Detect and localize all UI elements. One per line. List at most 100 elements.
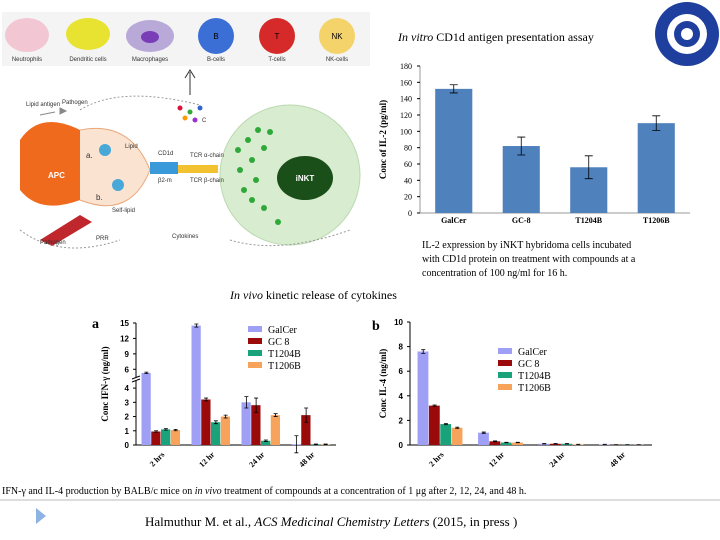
y-axis-label: Conc IFN-γ (ng/ml)	[100, 346, 110, 421]
y-tick-label: 8	[399, 343, 404, 352]
error-bar	[517, 136, 526, 156]
dashed-path	[19, 229, 351, 249]
cytokine-dots	[177, 105, 203, 123]
x-tick-label: 2 hrs	[148, 450, 166, 468]
axis-break	[131, 375, 141, 383]
error-bar	[449, 84, 458, 94]
apc-membrane	[79, 127, 151, 207]
error-bar	[432, 404, 437, 407]
citation-part: ACS Medicinal Chemistry Letters	[253, 514, 429, 529]
error-bar	[481, 431, 486, 434]
diagram-label: Self-lipid	[112, 208, 135, 214]
bullet	[36, 508, 46, 524]
bar	[417, 351, 429, 445]
y-tick-label: 4	[399, 392, 404, 401]
error-bar	[493, 440, 498, 443]
caption-part: treatment of compounds at a concentratio…	[222, 486, 527, 497]
bar	[301, 415, 311, 445]
y-tick-label: 160	[400, 78, 412, 87]
legend-swatch	[248, 350, 262, 356]
x-tick-label: 48 hr	[608, 450, 627, 469]
nk-cell	[319, 18, 355, 54]
y-tick-label: 2	[125, 413, 130, 422]
citation-part: (2015, in press )	[430, 514, 518, 529]
y-tick-label: 10	[394, 318, 403, 327]
y-tick-label: 15	[120, 319, 129, 328]
bar	[220, 416, 230, 445]
diagram-label: TCR β-chain	[190, 178, 224, 184]
legend-label: T1204B	[518, 371, 551, 382]
immune-diagram: Neutrophils Dendritic cells Macrophages …	[2, 12, 370, 249]
x-tick-label: GC-8	[512, 216, 531, 225]
legend-swatch	[248, 338, 262, 344]
prr	[40, 215, 92, 246]
bar	[270, 415, 280, 445]
legend-label: T1206B	[268, 361, 301, 372]
cell-letter: B	[213, 32, 218, 41]
bar	[261, 440, 271, 445]
error-bar	[652, 115, 661, 131]
panel-label: a	[92, 317, 99, 332]
diagram-label: Lipid antigen	[26, 102, 60, 108]
cell-label: T-cells	[268, 57, 285, 63]
error-bar	[154, 430, 159, 433]
y-tick-label: 1	[125, 427, 130, 436]
section-title: In vivo kinetic release of cytokines	[229, 288, 397, 302]
bottom-caption: IFN-γ and IL-4 production by BALB/c mice…	[2, 486, 526, 497]
apc-cell	[20, 122, 95, 206]
lipid-antigen-icon	[39, 107, 68, 116]
cell-strip	[2, 12, 370, 66]
x-tick-label: T1204B	[575, 216, 602, 225]
x-tick-label: 12 hr	[197, 450, 216, 469]
error-bar	[273, 413, 278, 417]
diagram-label: a.	[86, 151, 93, 160]
y-tick-label: 80	[404, 144, 412, 153]
x-tick-label: 24 hr	[247, 450, 266, 469]
bar	[170, 430, 180, 445]
error-bar	[163, 428, 168, 431]
b-cell	[198, 18, 234, 54]
bar	[251, 405, 261, 445]
y-tick-label: 20	[404, 193, 412, 202]
section-text: kinetic release of cytokines	[263, 288, 397, 302]
y-tick-label: 6	[125, 365, 130, 374]
error-bar	[223, 414, 228, 419]
legend-swatch	[498, 360, 512, 366]
bar	[512, 442, 523, 445]
legend-swatch	[248, 362, 262, 368]
bar	[161, 429, 171, 445]
citation-part: Halmuthur M. et al.,	[145, 514, 254, 529]
error-bar	[144, 371, 149, 375]
caption-line: concentration of 100 ng/ml for 16 h.	[422, 268, 567, 279]
cell-letter: T	[275, 32, 280, 41]
y-tick-label: 140	[400, 95, 412, 104]
dashed-path	[79, 95, 201, 111]
legend-label: GalCer	[268, 325, 298, 336]
y-tick-label: 12	[120, 334, 129, 343]
error-bar	[294, 435, 299, 454]
section-italic: In vivo	[229, 288, 263, 302]
bar	[428, 405, 440, 445]
y-tick-label: 60	[404, 160, 412, 169]
panel-label: b	[372, 319, 380, 334]
legend-label: GC 8	[268, 337, 289, 348]
bar	[241, 402, 251, 445]
arrow	[184, 69, 196, 95]
bar	[440, 424, 452, 445]
endosome	[99, 144, 111, 156]
cd1d	[150, 162, 178, 174]
bar	[489, 441, 501, 445]
assay-title: In vitro CD1d antigen presentation assay	[397, 30, 594, 44]
bar	[637, 123, 675, 213]
legend-swatch	[498, 348, 512, 354]
y-tick-label: 0	[399, 441, 404, 450]
legend-label: T1206B	[518, 383, 551, 394]
bar	[451, 427, 463, 445]
logo	[655, 2, 719, 66]
tcr	[178, 165, 218, 173]
diagram-label: Lipid	[125, 144, 138, 150]
error-bar	[194, 323, 199, 328]
x-tick-label: 12 hr	[487, 450, 506, 469]
legend-label: GC 8	[518, 359, 539, 370]
